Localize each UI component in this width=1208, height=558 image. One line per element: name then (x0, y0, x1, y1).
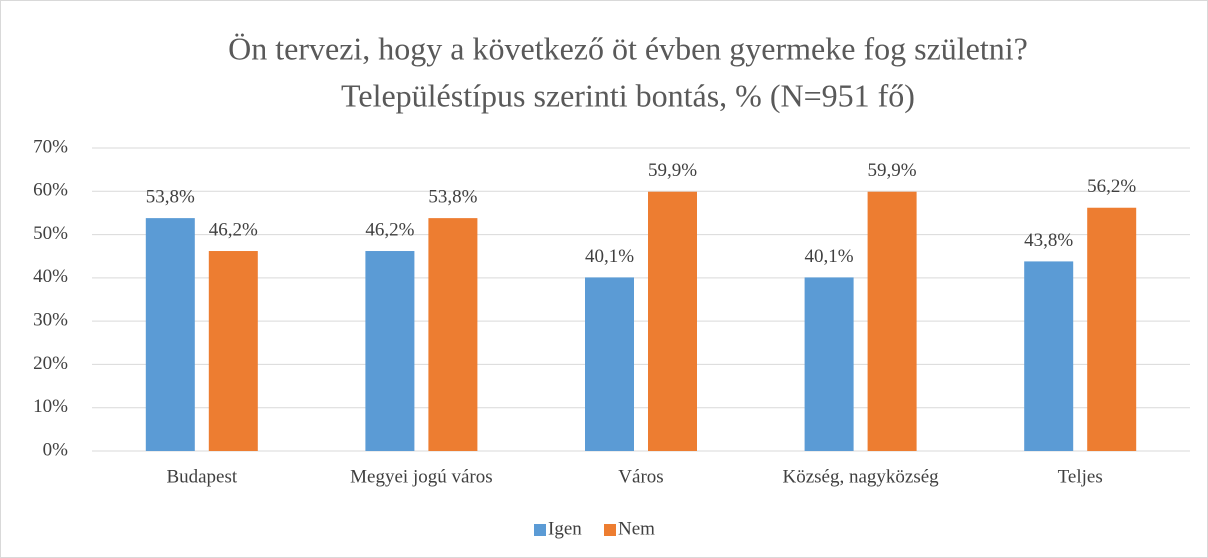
bar (585, 277, 634, 451)
bar (1087, 207, 1137, 451)
x-tick-label: Város (618, 466, 663, 487)
bar (428, 218, 478, 451)
bar (145, 218, 195, 451)
data-label: 43,8% (1024, 230, 1073, 251)
data-label: 40,1% (805, 246, 854, 267)
data-label: 46,2% (209, 219, 258, 240)
y-tick-label: 20% (33, 353, 68, 374)
data-label: 56,2% (1087, 176, 1136, 197)
bar (1024, 261, 1074, 451)
data-label: 59,9% (648, 160, 697, 181)
y-tick-label: 30% (33, 310, 68, 331)
chart-subtitle: Településtípus szerinti bontás, % (N=951… (341, 77, 915, 113)
y-tick-label: 60% (33, 180, 68, 201)
x-tick-label: Teljes (1058, 466, 1103, 487)
x-tick-label: Község, nagyközség (783, 466, 940, 487)
bar (365, 251, 415, 451)
x-tick-label: Budapest (166, 466, 237, 487)
y-tick-label: 50% (33, 223, 68, 244)
y-tick-label: 70% (33, 136, 68, 157)
bar (867, 191, 917, 451)
y-tick-label: 10% (33, 396, 68, 417)
legend-swatch (534, 524, 546, 536)
x-tick-label: Megyei jogú város (350, 466, 492, 487)
data-label: 40,1% (585, 246, 634, 267)
legend-label: Igen (548, 518, 582, 539)
bar (648, 191, 697, 451)
bar (804, 277, 854, 451)
chart-title: Ön tervezi, hogy a következő öt évben gy… (228, 30, 1028, 66)
y-tick-label: 40% (33, 266, 68, 287)
legend-swatch (604, 524, 616, 536)
data-label: 46,2% (365, 219, 414, 240)
legend-label: Nem (618, 518, 655, 539)
data-label: 53,8% (146, 186, 195, 207)
data-label: 53,8% (428, 186, 477, 207)
bar (208, 251, 258, 451)
data-label: 59,9% (868, 160, 917, 181)
y-tick-label: 0% (43, 439, 69, 460)
